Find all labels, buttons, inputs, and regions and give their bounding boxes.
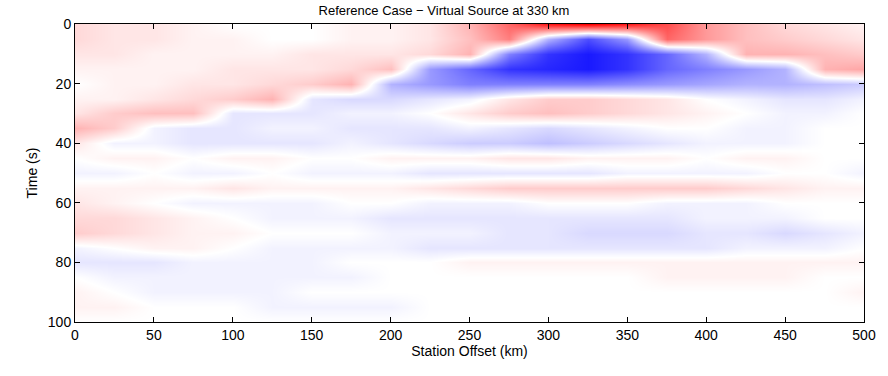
svg-text:40: 40: [56, 135, 72, 151]
svg-text:250: 250: [458, 327, 482, 343]
svg-text:150: 150: [300, 327, 324, 343]
svg-text:200: 200: [379, 327, 403, 343]
svg-text:60: 60: [56, 195, 72, 211]
svg-text:300: 300: [537, 327, 561, 343]
svg-text:450: 450: [773, 327, 797, 343]
svg-text:0: 0: [63, 16, 71, 32]
svg-text:350: 350: [616, 327, 640, 343]
svg-text:100: 100: [48, 314, 72, 330]
svg-text:50: 50: [146, 327, 162, 343]
svg-text:500: 500: [852, 327, 876, 343]
svg-text:0: 0: [71, 327, 79, 343]
svg-text:100: 100: [221, 327, 245, 343]
svg-text:Reference Case − Virtual Sourc: Reference Case − Virtual Source at 330 k…: [319, 3, 570, 18]
svg-text:Time (s): Time (s): [24, 148, 40, 199]
svg-text:80: 80: [56, 254, 72, 270]
svg-text:400: 400: [695, 327, 719, 343]
svg-text:20: 20: [56, 76, 72, 92]
svg-text:Station Offset (km): Station Offset (km): [411, 343, 527, 359]
